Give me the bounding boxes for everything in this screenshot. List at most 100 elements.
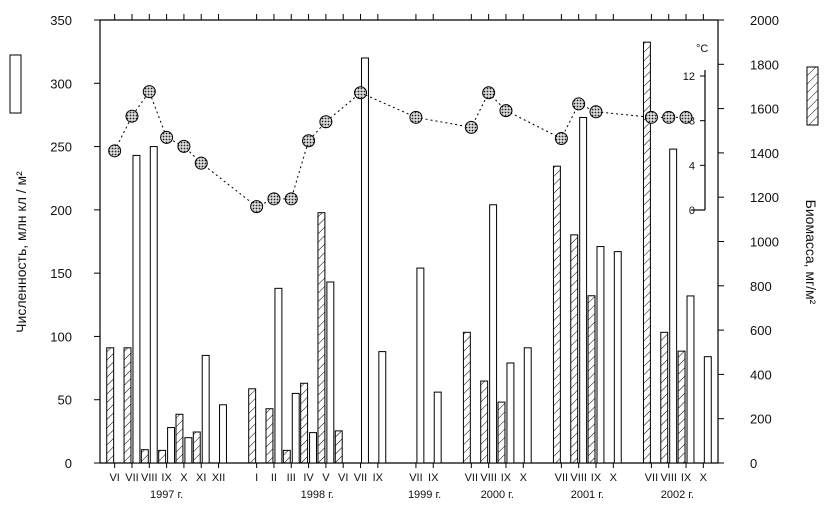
right-tick-label: 1400 — [750, 146, 779, 161]
temperature-point — [250, 200, 264, 214]
month-label: VIII — [480, 472, 497, 484]
biomass-bar — [462, 331, 471, 464]
abundance-bar — [309, 432, 318, 464]
right-axis-ticks: 0 200 400 600 800 1000 1200 1400 1600 1800 2000 — [718, 13, 779, 471]
temperature-point — [284, 192, 298, 206]
month-label: X — [700, 472, 708, 484]
right-tick-label: 800 — [750, 279, 772, 294]
temperature-point — [108, 144, 122, 158]
biomass-bar — [158, 449, 167, 464]
abundance-bar — [361, 57, 369, 464]
right-tick-label: 0 — [750, 456, 757, 471]
temperature-series — [108, 85, 693, 214]
temperature-point — [142, 85, 156, 99]
biomass-bar — [192, 431, 201, 464]
right-tick-label: 1000 — [750, 235, 779, 250]
month-labels: VI VII VIII IX X XI XII I II III IV V VI VII IX VII IX VI… — [109, 14, 708, 484]
abundance-bar — [201, 354, 210, 464]
month-label: X — [610, 472, 618, 484]
biomass-bar — [123, 347, 132, 464]
month-label: VII — [409, 472, 422, 484]
month-label: VIII — [570, 472, 587, 484]
month-label: VI — [109, 472, 119, 484]
abundance-bar — [184, 437, 193, 464]
legend-hatched-bar — [806, 66, 819, 126]
left-tick-label: 0 — [65, 456, 72, 471]
month-label: V — [322, 472, 330, 484]
month-label: II — [271, 472, 277, 484]
month-label: VII — [465, 472, 478, 484]
month-label: VIII — [141, 472, 158, 484]
biomass-bar — [106, 347, 115, 464]
abundance-bar — [274, 287, 283, 464]
abundance-bar — [596, 246, 605, 464]
left-tick-label: 250 — [50, 140, 72, 155]
left-tick-label: 150 — [50, 266, 72, 281]
right-tick-label: 600 — [750, 323, 772, 338]
abundance-bar — [686, 295, 695, 464]
abundance-bar — [291, 392, 300, 464]
abundance-bar — [433, 391, 442, 464]
biomass-bar — [480, 380, 489, 464]
temperature-point — [302, 134, 316, 148]
temperature-unit: °C — [696, 43, 708, 55]
month-label: VI — [338, 472, 348, 484]
month-label: IX — [373, 472, 384, 484]
biomass-bar — [334, 430, 343, 464]
temperature-tick-label: 12 — [683, 71, 695, 83]
right-tick-label: 200 — [750, 412, 772, 427]
abundance-bar — [326, 281, 335, 464]
temperature-axis: 0 4 8 12 — [683, 70, 706, 217]
year-labels: 1997 г. 1998 г. 1999 г. 2000 г. 2001 г. 2002 … — [150, 489, 694, 501]
abundance-bar — [703, 356, 712, 464]
year-label: 1998 г. — [301, 489, 334, 501]
month-label: VII — [555, 472, 568, 484]
abundance-bar — [167, 427, 176, 464]
temperature-point — [499, 104, 513, 118]
temperature-point — [482, 86, 496, 100]
biomass-bar — [642, 41, 651, 464]
left-tick-label: 50 — [58, 393, 72, 408]
temperature-point — [644, 110, 658, 124]
temperature-point — [679, 110, 693, 124]
biomass-bar — [248, 388, 257, 464]
biomass-bar — [587, 295, 596, 464]
temperature-point — [177, 139, 191, 153]
month-label: VIII — [660, 472, 677, 484]
temperature-point — [125, 109, 139, 123]
temperature-point — [354, 86, 368, 100]
right-axis-title: Биомасса, мг/м² — [803, 200, 819, 305]
temperature-point — [572, 97, 586, 111]
abundance-bar — [669, 148, 678, 464]
biomass-bar — [140, 449, 149, 464]
month-label: X — [180, 472, 188, 484]
left-tick-label: 300 — [50, 76, 72, 91]
legend-open-bar — [9, 54, 22, 114]
left-tick-label: 100 — [50, 329, 72, 344]
abundance-bar — [149, 146, 158, 464]
abundance-bar — [523, 347, 532, 464]
month-label: IX — [681, 472, 692, 484]
biomass-bar — [660, 331, 669, 464]
temperature-point — [662, 110, 676, 124]
month-label: IX — [161, 472, 172, 484]
left-tick-label: 350 — [50, 13, 72, 28]
temperature-tick-label: 4 — [689, 160, 695, 172]
abundance-bar — [132, 154, 141, 464]
right-tick-label: 2000 — [750, 13, 779, 28]
temperature-point — [464, 120, 478, 134]
biomass-bar — [570, 234, 579, 464]
year-label: 1997 г. — [150, 489, 183, 501]
abundance-bar — [416, 267, 425, 464]
left-tick-label: 200 — [50, 203, 72, 218]
biomass-bar — [552, 165, 561, 464]
biomass-bar — [677, 350, 686, 464]
right-tick-label: 400 — [750, 367, 772, 382]
month-label: IX — [501, 472, 512, 484]
month-label: XII — [212, 472, 225, 484]
bar-series — [106, 41, 712, 464]
month-label: IX — [591, 472, 602, 484]
right-tick-label: 1800 — [750, 57, 779, 72]
abundance-bar — [506, 362, 515, 464]
